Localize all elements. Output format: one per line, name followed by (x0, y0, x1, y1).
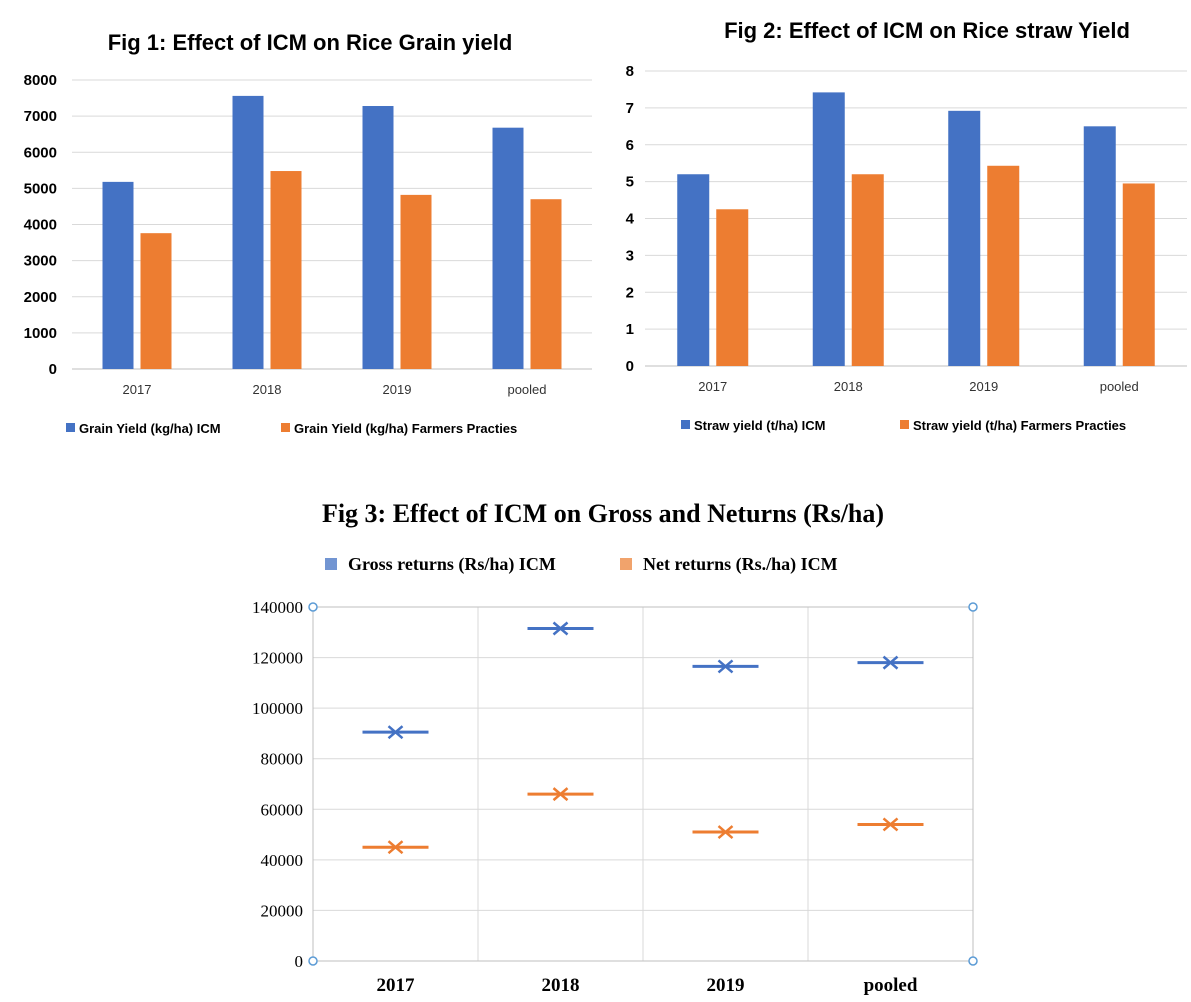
fig3-point-gross (857, 655, 924, 670)
fig3-y-tick-label: 80000 (261, 750, 304, 769)
fig2-x-tick-label: 2018 (834, 379, 863, 394)
fig2-bar-farmers (1122, 183, 1155, 366)
fig2-y-tick-label: 5 (626, 174, 634, 191)
fig1-bar-farmers (530, 199, 562, 369)
fig2-y-tick-label: 7 (626, 100, 634, 117)
fig3-legend-label: Net returns (Rs./ha) ICM (643, 554, 838, 575)
fig3-point-cross (387, 840, 404, 855)
fig3-point-cross (882, 655, 899, 670)
fig2-x-tick-label: 2017 (698, 379, 727, 394)
fig1-bar-icm (102, 181, 134, 369)
fig1-legend-label: Grain Yield (kg/ha) ICM (79, 421, 221, 436)
fig2-legend-label: Straw yield (t/ha) Farmers Practies (913, 418, 1126, 433)
fig3-x-tick-label: pooled (864, 975, 918, 996)
fig3-title: Fig 3: Effect of ICM on Gross and Neturn… (322, 499, 884, 528)
fig2-bar-icm (1083, 126, 1116, 366)
fig2-y-tick-label: 6 (626, 137, 634, 154)
fig1-legend-label: Grain Yield (kg/ha) Farmers Practies (294, 421, 517, 436)
fig2-x-tick-label: 2019 (969, 379, 998, 394)
fig1-y-tick-label: 3000 (24, 253, 57, 270)
fig3-legend-swatch (620, 558, 632, 570)
fig3-point-cross (552, 787, 569, 802)
fig3-point-net (857, 817, 924, 832)
fig3-legend-swatch (325, 558, 337, 570)
fig2-y-tick-label: 2 (626, 284, 634, 301)
fig2-x-tick-label: pooled (1100, 379, 1139, 394)
fig1-bar-farmers (270, 171, 302, 369)
fig1-y-tick-label: 5000 (24, 180, 57, 197)
fig1-legend-swatch (281, 423, 290, 432)
fig2-bar-icm (677, 174, 710, 366)
fig3-legend-label: Gross returns (Rs/ha) ICM (348, 554, 556, 575)
fig3-x-tick-label: 2019 (707, 975, 745, 996)
fig3-point-cross (882, 817, 899, 832)
fig2-legend-label: Straw yield (t/ha) ICM (694, 418, 825, 433)
fig1-bar-icm (362, 106, 394, 369)
fig1-bar-farmers (400, 194, 432, 369)
fig3-y-tick-label: 60000 (261, 800, 304, 819)
fig3-point-cross (387, 725, 404, 740)
fig2-y-tick-label: 3 (626, 247, 634, 264)
fig1-title: Fig 1: Effect of ICM on Rice Grain yield (108, 30, 513, 55)
fig2-chart: Fig 2: Effect of ICM on Rice straw Yield… (600, 0, 1191, 452)
fig3-y-tick-label: 100000 (252, 699, 303, 718)
fig1-y-tick-label: 2000 (24, 289, 57, 306)
fig2-y-tick-label: 8 (626, 63, 634, 80)
fig1-legend-swatch (66, 423, 75, 432)
fig2-y-tick-label: 4 (626, 211, 635, 228)
fig3-selection-handle (968, 956, 978, 966)
fig3-point-gross (362, 725, 429, 740)
fig3-svg: Fig 3: Effect of ICM on Gross and Neturn… (215, 468, 1000, 1002)
fig3-y-tick-label: 20000 (261, 901, 304, 920)
fig3-point-cross (717, 659, 734, 674)
fig2-legend-swatch (681, 420, 690, 429)
fig1-y-tick-label: 4000 (24, 217, 57, 234)
fig1-y-tick-label: 1000 (24, 325, 57, 342)
fig3-background (215, 468, 1000, 1002)
fig1-bar-icm (232, 95, 264, 370)
fig3-point-net (362, 840, 429, 855)
fig3-selection-handle (308, 956, 318, 966)
fig3-selection-handle (968, 602, 978, 612)
fig3-point-cross (552, 621, 569, 636)
fig2-legend-swatch (900, 420, 909, 429)
fig2-bar-farmers (987, 165, 1020, 366)
fig1-y-tick-label: 6000 (24, 144, 57, 161)
fig3-plot-frame (312, 606, 974, 962)
fig3-x-tick-label: 2017 (377, 975, 416, 996)
fig3-point-gross (527, 621, 594, 636)
fig3-point-gross (692, 659, 759, 674)
fig1-x-tick-label: 2019 (383, 382, 412, 397)
fig2-bar-farmers (851, 174, 884, 366)
fig3-point-net (527, 787, 594, 802)
fig1-x-tick-label: pooled (507, 382, 546, 397)
fig1-y-tick-label: 8000 (24, 72, 57, 89)
fig2-svg: Fig 2: Effect of ICM on Rice straw Yield… (600, 0, 1191, 452)
fig1-bar-icm (492, 127, 524, 369)
fig2-bar-icm (812, 92, 845, 366)
fig1-chart: Fig 1: Effect of ICM on Rice Grain yield… (0, 0, 600, 452)
fig3-point-cross (717, 825, 734, 839)
fig3-y-tick-label: 0 (295, 952, 304, 971)
fig3-point-net (692, 825, 759, 839)
fig3-y-tick-label: 140000 (252, 598, 303, 617)
fig2-y-tick-label: 1 (626, 321, 634, 338)
fig3-selection-handle (308, 602, 318, 612)
fig3-y-tick-label: 40000 (261, 851, 304, 870)
fig2-title: Fig 2: Effect of ICM on Rice straw Yield (724, 18, 1130, 43)
fig3-chart: Fig 3: Effect of ICM on Gross and Neturn… (215, 468, 1000, 1002)
fig3-y-tick-label: 120000 (252, 649, 303, 668)
fig1-y-tick-label: 7000 (24, 108, 57, 125)
fig2-bar-farmers (716, 209, 749, 366)
fig1-y-tick-label: 0 (49, 361, 57, 378)
fig1-x-tick-label: 2017 (123, 382, 152, 397)
fig2-bar-icm (948, 110, 981, 366)
fig1-svg: Fig 1: Effect of ICM on Rice Grain yield… (0, 0, 600, 452)
fig1-x-tick-label: 2018 (253, 382, 282, 397)
fig3-x-tick-label: 2018 (542, 975, 580, 996)
fig1-bar-farmers (140, 233, 172, 369)
fig2-y-tick-label: 0 (626, 358, 634, 375)
